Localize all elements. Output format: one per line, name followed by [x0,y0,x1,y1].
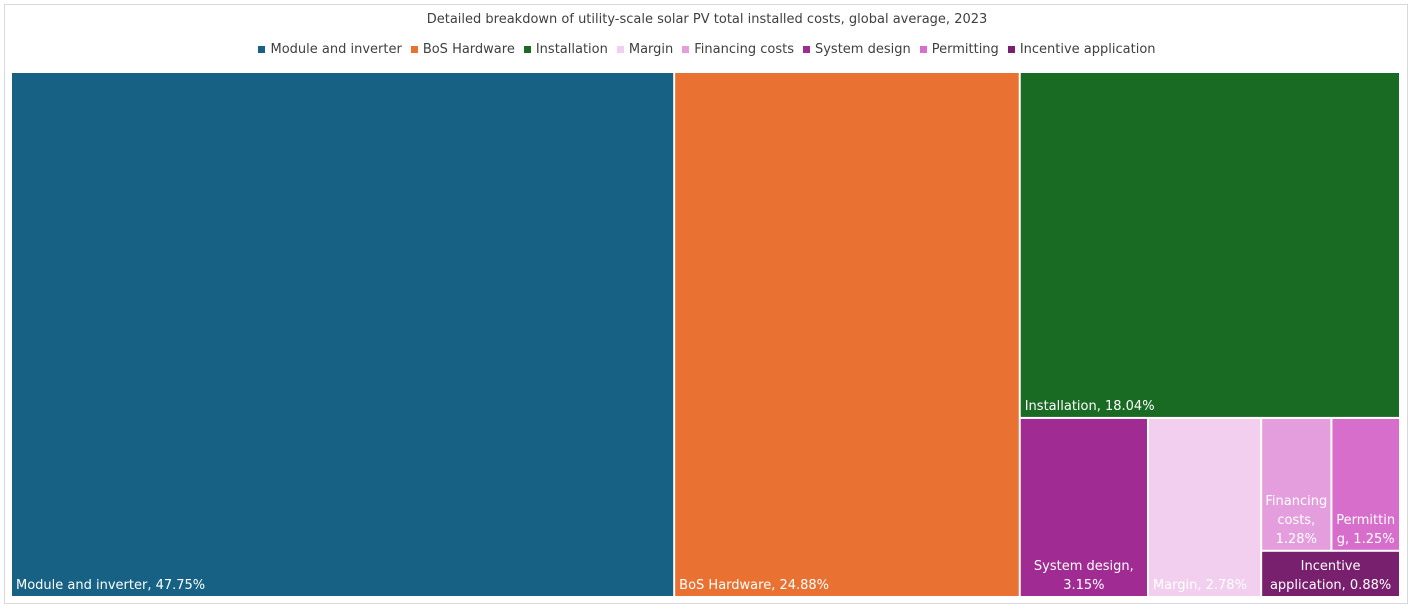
treemap-label-financing-costs: Financing costs, 1.28% [1265,494,1327,547]
treemap-label-permitting: Permittin g, 1.25% [1336,513,1395,547]
treemap-label-line: costs, [1277,513,1315,528]
treemap-tile-system-design [1020,418,1147,596]
legend-swatch [258,46,266,53]
legend-label: Permitting [931,42,999,57]
treemap-tile-module-and-inverter [12,73,674,596]
legend-item-module-and-inverter: Module and inverter [258,42,402,57]
legend-label: Module and inverter [270,42,402,57]
legend-swatch [523,46,531,53]
legend-label: BoS Hardware [422,42,515,57]
treemap-label-bos-hardware: BoS Hardware, 24.88% [679,578,829,593]
treemap-label-line: Incentive [1301,559,1361,574]
treemap-tile-bos-hardware [675,73,1019,596]
chart-legend: Module and inverter BoS Hardware Installat… [0,42,1414,57]
chart-title: Detailed breakdown of utility-scale sola… [426,12,988,27]
treemap-label-line: Permittin [1336,513,1395,528]
legend-swatch [1007,46,1015,53]
treemap-label-incentive-application: Incentive application, 0.88% [1270,559,1391,593]
treemap-label-line: Margin, 2.78% [1153,578,1247,593]
treemap-tile-permitting [1332,418,1399,550]
legend-swatch [616,46,624,53]
treemap-label-system-design: System design, 3.15% [1034,559,1134,593]
treemap-tile-installation [1020,73,1399,417]
legend-item-incentive-application: Incentive application [1007,42,1156,57]
treemap-label-line: Installation, 18.04% [1025,399,1155,414]
legend-label: Installation [535,42,608,57]
legend-swatch [919,46,927,53]
treemap-tile-margin [1148,418,1261,596]
legend-swatch [802,46,810,53]
treemap-label-line: application, 0.88% [1270,578,1391,593]
treemap-label-line: Financing [1265,494,1327,509]
treemap-label-line: 3.15% [1063,578,1104,593]
treemap-label-line: 1.28% [1276,532,1317,547]
legend-item-installation: Installation [523,42,608,57]
treemap-tile-incentive-application [1262,551,1399,596]
legend-label: Incentive application [1019,42,1156,57]
treemap-label-module-and-inverter: Module and inverter, 47.75% [16,578,205,593]
treemap-label-line: Module and inverter, 47.75% [16,578,205,593]
chart-frame [4,4,1408,604]
treemap-label-margin: Margin, 2.78% [1153,578,1247,593]
treemap-tile-financing-costs [1262,418,1331,550]
legend-swatch [682,46,690,53]
legend-label: Financing costs [694,42,794,57]
treemap-label-line: g, 1.25% [1337,532,1395,547]
legend-item-permitting: Permitting [919,42,999,57]
treemap-label-installation: Installation, 18.04% [1025,399,1155,414]
legend-item-margin: Margin [616,42,674,57]
legend-item-financing-costs: Financing costs [682,42,794,57]
legend-label: System design [814,42,911,57]
legend-swatch [410,46,418,53]
treemap-label-line: System design, [1034,559,1134,574]
treemap-label-line: BoS Hardware, 24.88% [679,578,829,593]
legend-item-system-design: System design [802,42,911,57]
legend-label: Margin [628,42,674,57]
legend-item-bos-hardware: BoS Hardware [410,42,515,57]
